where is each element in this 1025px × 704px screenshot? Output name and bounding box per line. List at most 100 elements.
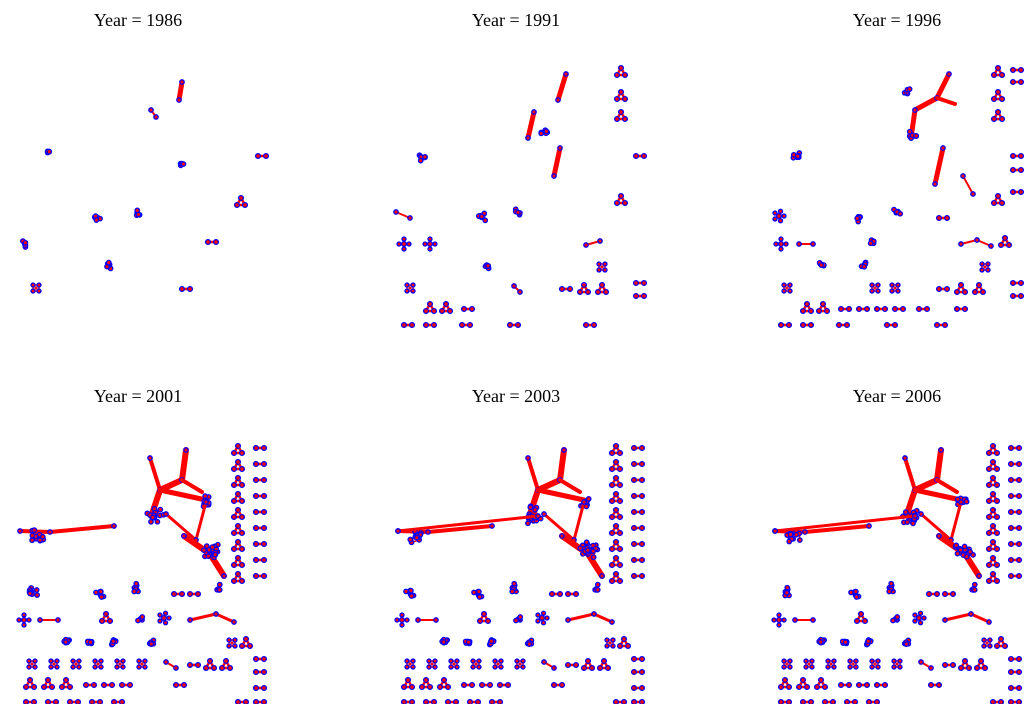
graph-edge (919, 512, 953, 542)
graph-node (209, 544, 216, 550)
graph-node (875, 288, 881, 294)
graph-node (970, 552, 976, 558)
graph-edge (904, 487, 918, 517)
graph-node (608, 529, 616, 537)
graph-node (48, 664, 54, 670)
graph-node (404, 664, 410, 670)
graph-node (895, 282, 901, 288)
graph-node (863, 681, 871, 689)
graph-edge (194, 500, 208, 542)
graph-node (869, 664, 875, 670)
graph-node (404, 676, 412, 684)
graph-node (616, 465, 624, 473)
graph-node (823, 307, 831, 315)
graph-node (476, 588, 482, 595)
graph-node (404, 617, 410, 623)
graph-node (621, 95, 629, 103)
graph-node (432, 658, 438, 664)
graph-node (1015, 444, 1023, 452)
graph-edge (188, 612, 218, 622)
network-graph-2001 (16, 442, 268, 704)
graph-node (238, 561, 246, 569)
graph-edge (557, 447, 567, 483)
graph-node (238, 529, 246, 537)
graph-node (630, 668, 638, 676)
graph-node (466, 698, 474, 704)
graph-node (787, 282, 793, 288)
graph-node (232, 637, 238, 643)
graph-node (133, 580, 140, 587)
graph-node (558, 285, 566, 293)
graph-node (102, 610, 110, 618)
graph-node (785, 683, 793, 691)
graph-node (902, 455, 908, 461)
graph-node (422, 307, 430, 315)
graph-node (550, 681, 558, 689)
graph-node (514, 658, 520, 664)
graph-node (1009, 188, 1017, 196)
network-graph-2003 (394, 442, 646, 704)
graph-node (869, 288, 875, 294)
graph-node (422, 154, 428, 160)
graph-node (609, 619, 615, 625)
graph-node (994, 108, 1002, 116)
graph-node (410, 664, 416, 670)
graph-node (34, 592, 40, 598)
graph-node (126, 681, 134, 689)
graph-node (525, 135, 531, 141)
graph-node (949, 661, 957, 669)
graph-node (630, 655, 638, 663)
graph-node (1007, 508, 1015, 516)
graph-node (994, 88, 1002, 96)
graph-edge (585, 551, 605, 579)
graph-node (1015, 476, 1023, 484)
graph-node (971, 581, 978, 588)
graph-node (608, 449, 616, 457)
graph-node (981, 643, 987, 649)
graph-node (517, 614, 524, 620)
graph-edge (48, 524, 116, 534)
graph-node (925, 590, 933, 598)
graph-node (942, 617, 948, 623)
graph-node (93, 589, 99, 596)
graph-node (612, 506, 620, 514)
graph-node (153, 114, 159, 120)
graph-node (608, 561, 616, 569)
graph-node (807, 321, 815, 329)
graph-node (584, 657, 592, 665)
graph-node (616, 513, 624, 521)
graph-node (563, 71, 569, 77)
graph-node (260, 444, 268, 452)
graph-edge (932, 145, 946, 187)
graph-node (557, 145, 563, 151)
graph-node (590, 548, 597, 555)
graph-node (44, 676, 52, 684)
graph-node (794, 153, 801, 160)
graph-node (96, 698, 104, 704)
graph-edge (773, 514, 917, 533)
graph-node (476, 658, 482, 664)
graph-edge (935, 478, 959, 494)
graph-node (854, 215, 861, 222)
graph-node (973, 664, 981, 672)
graph-node (630, 556, 638, 564)
graph-node (426, 300, 434, 308)
graph-node (993, 642, 1001, 650)
graph-node (40, 683, 48, 691)
graph-node (608, 545, 616, 553)
graph-node (613, 199, 621, 207)
graph-node (638, 655, 646, 663)
graph-node (90, 681, 98, 689)
graph-node (52, 698, 60, 704)
graph-node (76, 664, 82, 670)
graph-node (234, 522, 242, 530)
graph-node (252, 508, 260, 516)
graph-node (906, 86, 913, 92)
graph-node (604, 664, 612, 672)
graph-node (252, 476, 260, 484)
graph-edge (396, 514, 540, 533)
graph-node (433, 617, 439, 623)
graph-node (504, 681, 512, 689)
graph-node (902, 509, 909, 515)
graph-node (1015, 460, 1023, 468)
